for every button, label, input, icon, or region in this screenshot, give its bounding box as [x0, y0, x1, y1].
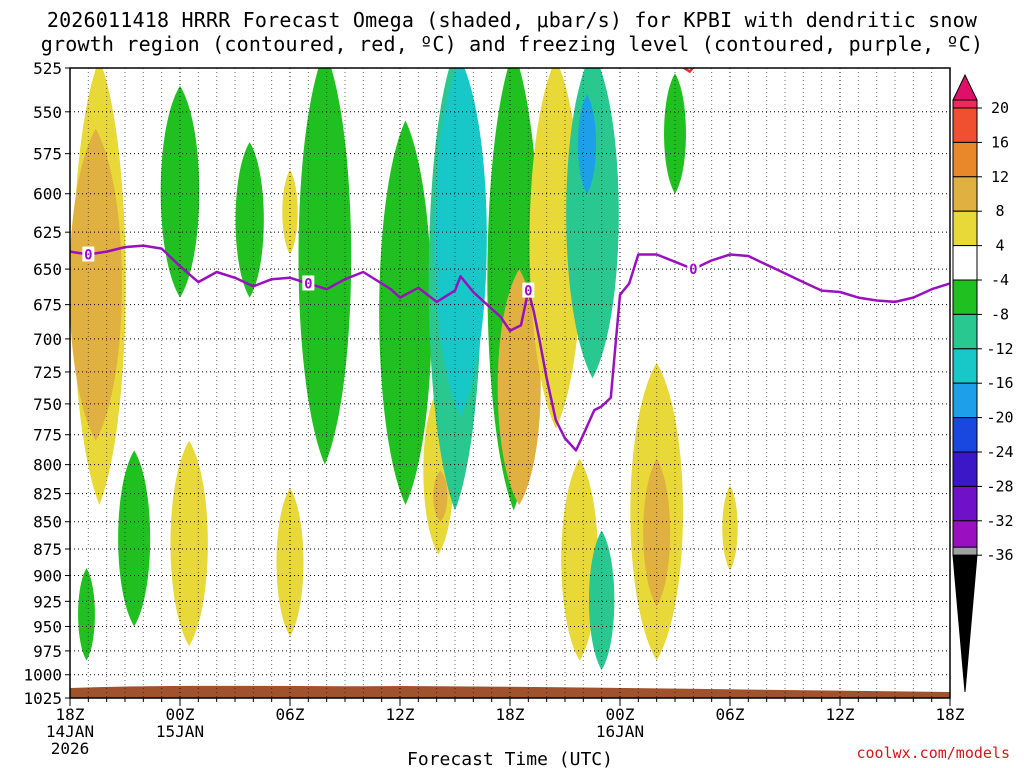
y-tick-label-900: 900	[33, 567, 62, 586]
x-tick-date-30: 16JAN	[596, 722, 644, 741]
freezing-level-label-1: 0	[304, 276, 312, 292]
freezing-level-label-3: 0	[689, 262, 697, 278]
colorbar-box-0	[952, 107, 978, 143]
y-tick-label-1025: 1025	[23, 689, 62, 708]
colorbar-label-4: 4	[995, 237, 1004, 255]
colorbar-box-10	[952, 451, 978, 487]
omega-region-9	[298, 68, 352, 465]
x-tick-label-0: 18Z	[56, 705, 85, 724]
y-axis: 525 550 575 600 625 650 675 700 725 750 775 800 825 8…	[23, 59, 70, 708]
x-tick-label-30: 00Z	[606, 705, 635, 724]
colorbar-label-8: 8	[995, 202, 1004, 220]
omega-region-10	[379, 120, 432, 505]
y-tick-label-975: 975	[33, 642, 62, 661]
colorbar-box-11	[952, 485, 978, 522]
y-tick-label-925: 925	[33, 592, 62, 611]
colorbar-label--32: -32	[986, 512, 1013, 530]
y-tick-label-850: 850	[33, 513, 62, 532]
colorbar-label--4: -4	[991, 271, 1009, 289]
colorbar-box-top-cap	[952, 99, 978, 109]
y-tick-label-775: 775	[33, 426, 62, 445]
omega-region-2	[78, 568, 95, 661]
omega-region-14	[434, 68, 487, 417]
x-axis-label: Forecast Time (UTC)	[407, 749, 613, 768]
y-tick-label-600: 600	[33, 185, 62, 204]
y-tick-label-550: 550	[33, 103, 62, 122]
colorbar-bottom-arrow	[952, 554, 978, 693]
y-tick-label-825: 825	[33, 485, 62, 504]
colorbar-label--36: -36	[986, 546, 1013, 564]
freezing-level-label-bg-2	[522, 282, 535, 298]
colorbar-box-5	[952, 279, 978, 315]
x-tick-label-6: 00Z	[166, 705, 195, 724]
colorbar-label--20: -20	[986, 409, 1013, 427]
y-tick-label-725: 725	[33, 363, 62, 382]
y-tick-label-1000: 1000	[23, 666, 62, 685]
colorbar-box-8	[952, 382, 978, 419]
x-tick-label-18: 12Z	[386, 705, 415, 724]
x-tick-date-6: 15JAN	[156, 722, 204, 741]
omega-region-24	[722, 485, 738, 571]
freezing-level-label-bg-0	[82, 246, 95, 262]
y-tick-label-675: 675	[33, 296, 62, 315]
omega-region-8	[276, 487, 304, 637]
colorbar-label--28: -28	[986, 477, 1013, 495]
chart-title-line1: 2026011418 HRRR Forecast Omega (shaded, …	[46, 8, 978, 32]
x-tick-label-24: 18Z	[496, 705, 525, 724]
x-tick-label-48: 18Z	[936, 705, 965, 724]
omega-region-20	[561, 458, 599, 661]
omega-region-5	[160, 85, 200, 298]
y-tick-label-800: 800	[33, 456, 62, 475]
y-tick-label-875: 875	[33, 540, 62, 559]
colorbar-label--16: -16	[986, 374, 1013, 392]
colorbar-box-9	[952, 417, 978, 453]
y-tick-label-625: 625	[33, 223, 62, 242]
colorbar-label-12: 12	[991, 168, 1009, 186]
colorbar-box-2	[952, 176, 978, 212]
y-tick-label-650: 650	[33, 260, 62, 279]
colorbar-box-6	[952, 313, 978, 350]
y-tick-label-700: 700	[33, 330, 62, 349]
omega-region-3	[118, 450, 151, 627]
colorbar-box-3	[952, 210, 978, 247]
colorbar-box-4	[952, 245, 978, 281]
freezing-level-label-bg-3	[687, 261, 700, 277]
omega-region-1	[70, 128, 122, 441]
omega-region-25	[664, 73, 686, 194]
colorbar-top-arrow	[952, 73, 978, 101]
colorbar-label--12: -12	[986, 340, 1013, 358]
x-tick-date-0: 14JAN	[46, 722, 94, 741]
y-tick-label-575: 575	[33, 145, 62, 164]
x-tick-label-36: 06Z	[716, 705, 745, 724]
colorbar-label-16: 16	[991, 133, 1009, 151]
x-tick-label-42: 12Z	[826, 705, 855, 724]
x-tick-year-0: 2026	[51, 739, 90, 758]
colorbar-box-bottom-cap	[952, 546, 978, 556]
colorbar-box-1	[952, 141, 978, 178]
colorbar-label--24: -24	[986, 443, 1013, 461]
contour-layer: 0 0 0 0	[70, 68, 950, 452]
site-credit: coolwx.com/models	[856, 744, 1010, 762]
colorbar-label--8: -8	[991, 305, 1009, 323]
colorbar-label-20: 20	[991, 99, 1009, 117]
colorbar-box-7	[952, 348, 978, 384]
freezing-level-label-0: 0	[84, 248, 92, 264]
omega-region-19	[577, 94, 597, 194]
colorbar: 20 16 12 8 4 -4 -8 -12 -16 -20 -24 -28 -32 -36	[952, 73, 1014, 693]
freezing-level-label-2: 0	[524, 284, 532, 300]
omega-region-4	[170, 440, 208, 647]
chart-title-line2: growth region (contoured, red, ºC) and f…	[40, 32, 984, 56]
freezing-level-label-bg-1	[302, 275, 315, 291]
y-tick-label-750: 750	[33, 395, 62, 414]
omega-shading-layer	[70, 68, 738, 671]
x-tick-label-12: 06Z	[276, 705, 305, 724]
y-tick-label-950: 950	[33, 617, 62, 636]
y-tick-label-525: 525	[33, 59, 62, 78]
omega-region-6	[235, 142, 264, 298]
